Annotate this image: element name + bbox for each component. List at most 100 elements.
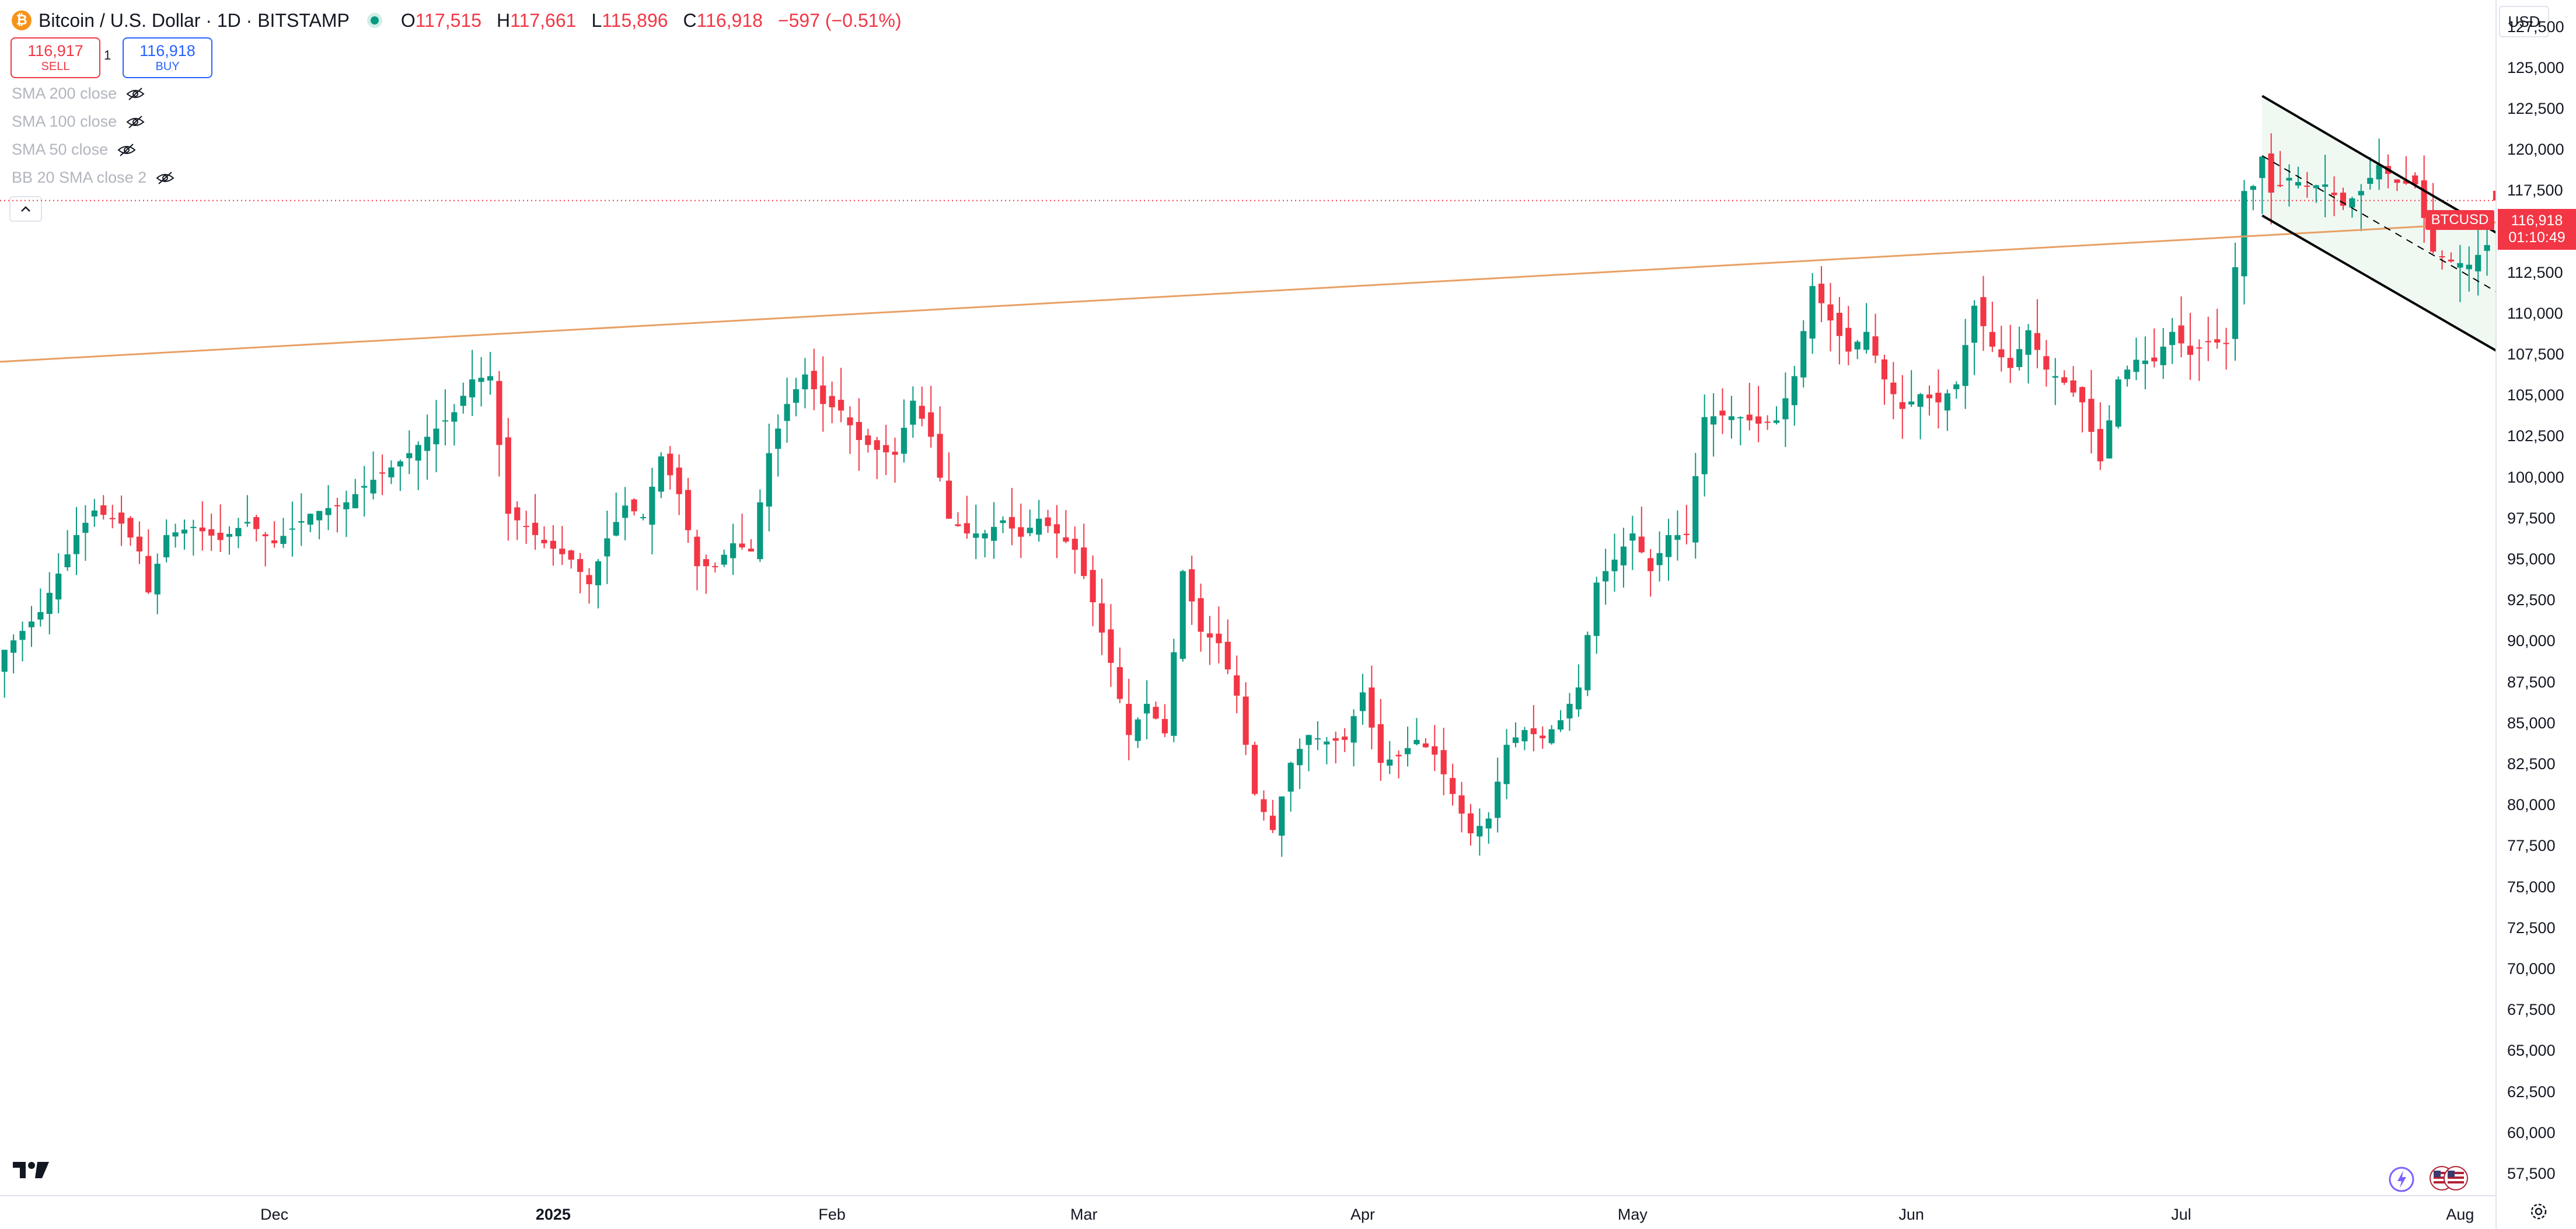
candle-body (829, 396, 835, 407)
candle-body (1144, 704, 1150, 714)
candle (1845, 306, 1852, 365)
candle-body (1189, 569, 1195, 602)
time-axis-tick: 2025 (535, 1206, 571, 1223)
candle-body (334, 505, 341, 507)
candle (1071, 526, 1078, 574)
buy-label: BUY (155, 60, 180, 73)
candle (496, 371, 502, 477)
candle-body (1422, 743, 1429, 748)
candle-body (46, 592, 53, 614)
indicator-bb-20[interactable]: BB 20 SMA close 2 (12, 169, 174, 187)
candle (1224, 619, 1231, 675)
candle-body (2169, 331, 2176, 345)
candle-body (703, 559, 709, 567)
candle (1540, 726, 1546, 749)
ohlc-low: L115,896 (591, 9, 668, 31)
candle-body (1962, 345, 1968, 386)
buy-price: 116,918 (139, 42, 196, 60)
candle-body (226, 534, 233, 537)
candle (64, 530, 71, 571)
candle-body (1701, 417, 1708, 474)
candle (1324, 736, 1330, 764)
candle (2124, 365, 2131, 387)
candle (55, 553, 62, 613)
candle (2115, 376, 2121, 429)
candle (271, 521, 278, 548)
sell-button[interactable]: 116,917 SELL (11, 37, 100, 78)
candle (1575, 664, 1582, 717)
candle-body (1216, 633, 1222, 644)
hidden-eye-icon[interactable] (126, 115, 145, 129)
candle (1377, 699, 1384, 781)
symbol-title[interactable]: Bitcoin / U.S. Dollar · 1D · BITSTAMP (39, 9, 350, 31)
candle (1719, 388, 1726, 434)
indicator-sma-100[interactable]: SMA 100 close (12, 113, 145, 131)
candle (2160, 328, 2166, 379)
candle-body (262, 534, 268, 536)
indicator-label: SMA 50 close (12, 141, 109, 158)
candle (1179, 570, 1186, 662)
candle-body (1719, 410, 1726, 416)
indicator-sma-200[interactable]: SMA 200 close (12, 85, 145, 103)
candle (316, 511, 323, 540)
channel-lower-line (2261, 214, 2496, 352)
hidden-eye-icon[interactable] (117, 143, 136, 157)
candle-body (1324, 741, 1330, 745)
candle (1980, 275, 1987, 351)
candle (1971, 300, 1978, 375)
candle (208, 514, 215, 551)
hidden-eye-icon[interactable] (126, 87, 145, 101)
indicator-sma-50[interactable]: SMA 50 close (12, 141, 136, 159)
candle (1440, 728, 1447, 795)
candle (2394, 179, 2400, 191)
candle (1000, 516, 1006, 533)
currency-selector[interactable]: USD (2499, 6, 2549, 37)
lightning-icon[interactable] (2387, 1165, 2416, 1194)
candle-body (1036, 518, 1042, 535)
price-chart-plot[interactable] (0, 0, 2496, 1195)
candle-body (91, 510, 97, 517)
candle-body (1081, 547, 1087, 577)
last-price-value: 116,918 (2511, 212, 2563, 229)
time-axis-border (0, 1195, 2496, 1196)
candle-body (1161, 719, 1168, 734)
candle-body (1045, 517, 1051, 526)
candle-body (2097, 429, 2103, 462)
candle-body (73, 535, 80, 554)
candle-body (1728, 416, 1735, 420)
candle (2025, 324, 2032, 384)
buy-button[interactable]: 116,918 BUY (123, 37, 212, 78)
candle (766, 423, 772, 532)
candle-body (181, 529, 188, 534)
candle-body (1342, 736, 1348, 740)
candle-body (649, 487, 655, 525)
us-market-flags-icon[interactable] (2428, 1165, 2470, 1192)
candle-body (325, 508, 331, 515)
candle (712, 562, 718, 572)
candle (811, 348, 817, 410)
candle (883, 424, 889, 476)
candle-body (217, 532, 224, 540)
candle-body (1809, 286, 1816, 339)
candle (2070, 366, 2076, 397)
candle (1081, 523, 1087, 579)
candle (900, 399, 907, 463)
candle-body (55, 573, 62, 600)
candle (1098, 578, 1105, 655)
price-axis-tick: 102,500 (2507, 427, 2564, 445)
candle (334, 497, 341, 533)
candle (73, 507, 80, 575)
candle (1692, 453, 1699, 559)
candle-body (919, 406, 925, 419)
tradingview-logo-icon[interactable] (12, 1158, 50, 1182)
candle (307, 513, 313, 533)
candle-body (1413, 739, 1420, 745)
candle (1512, 722, 1519, 748)
candle (2277, 151, 2284, 187)
candle-body (64, 554, 71, 568)
hidden-eye-icon[interactable] (156, 171, 174, 185)
candle (1665, 519, 1672, 581)
gear-icon[interactable] (2528, 1201, 2549, 1222)
candle-body (955, 524, 961, 526)
candle (568, 549, 574, 569)
